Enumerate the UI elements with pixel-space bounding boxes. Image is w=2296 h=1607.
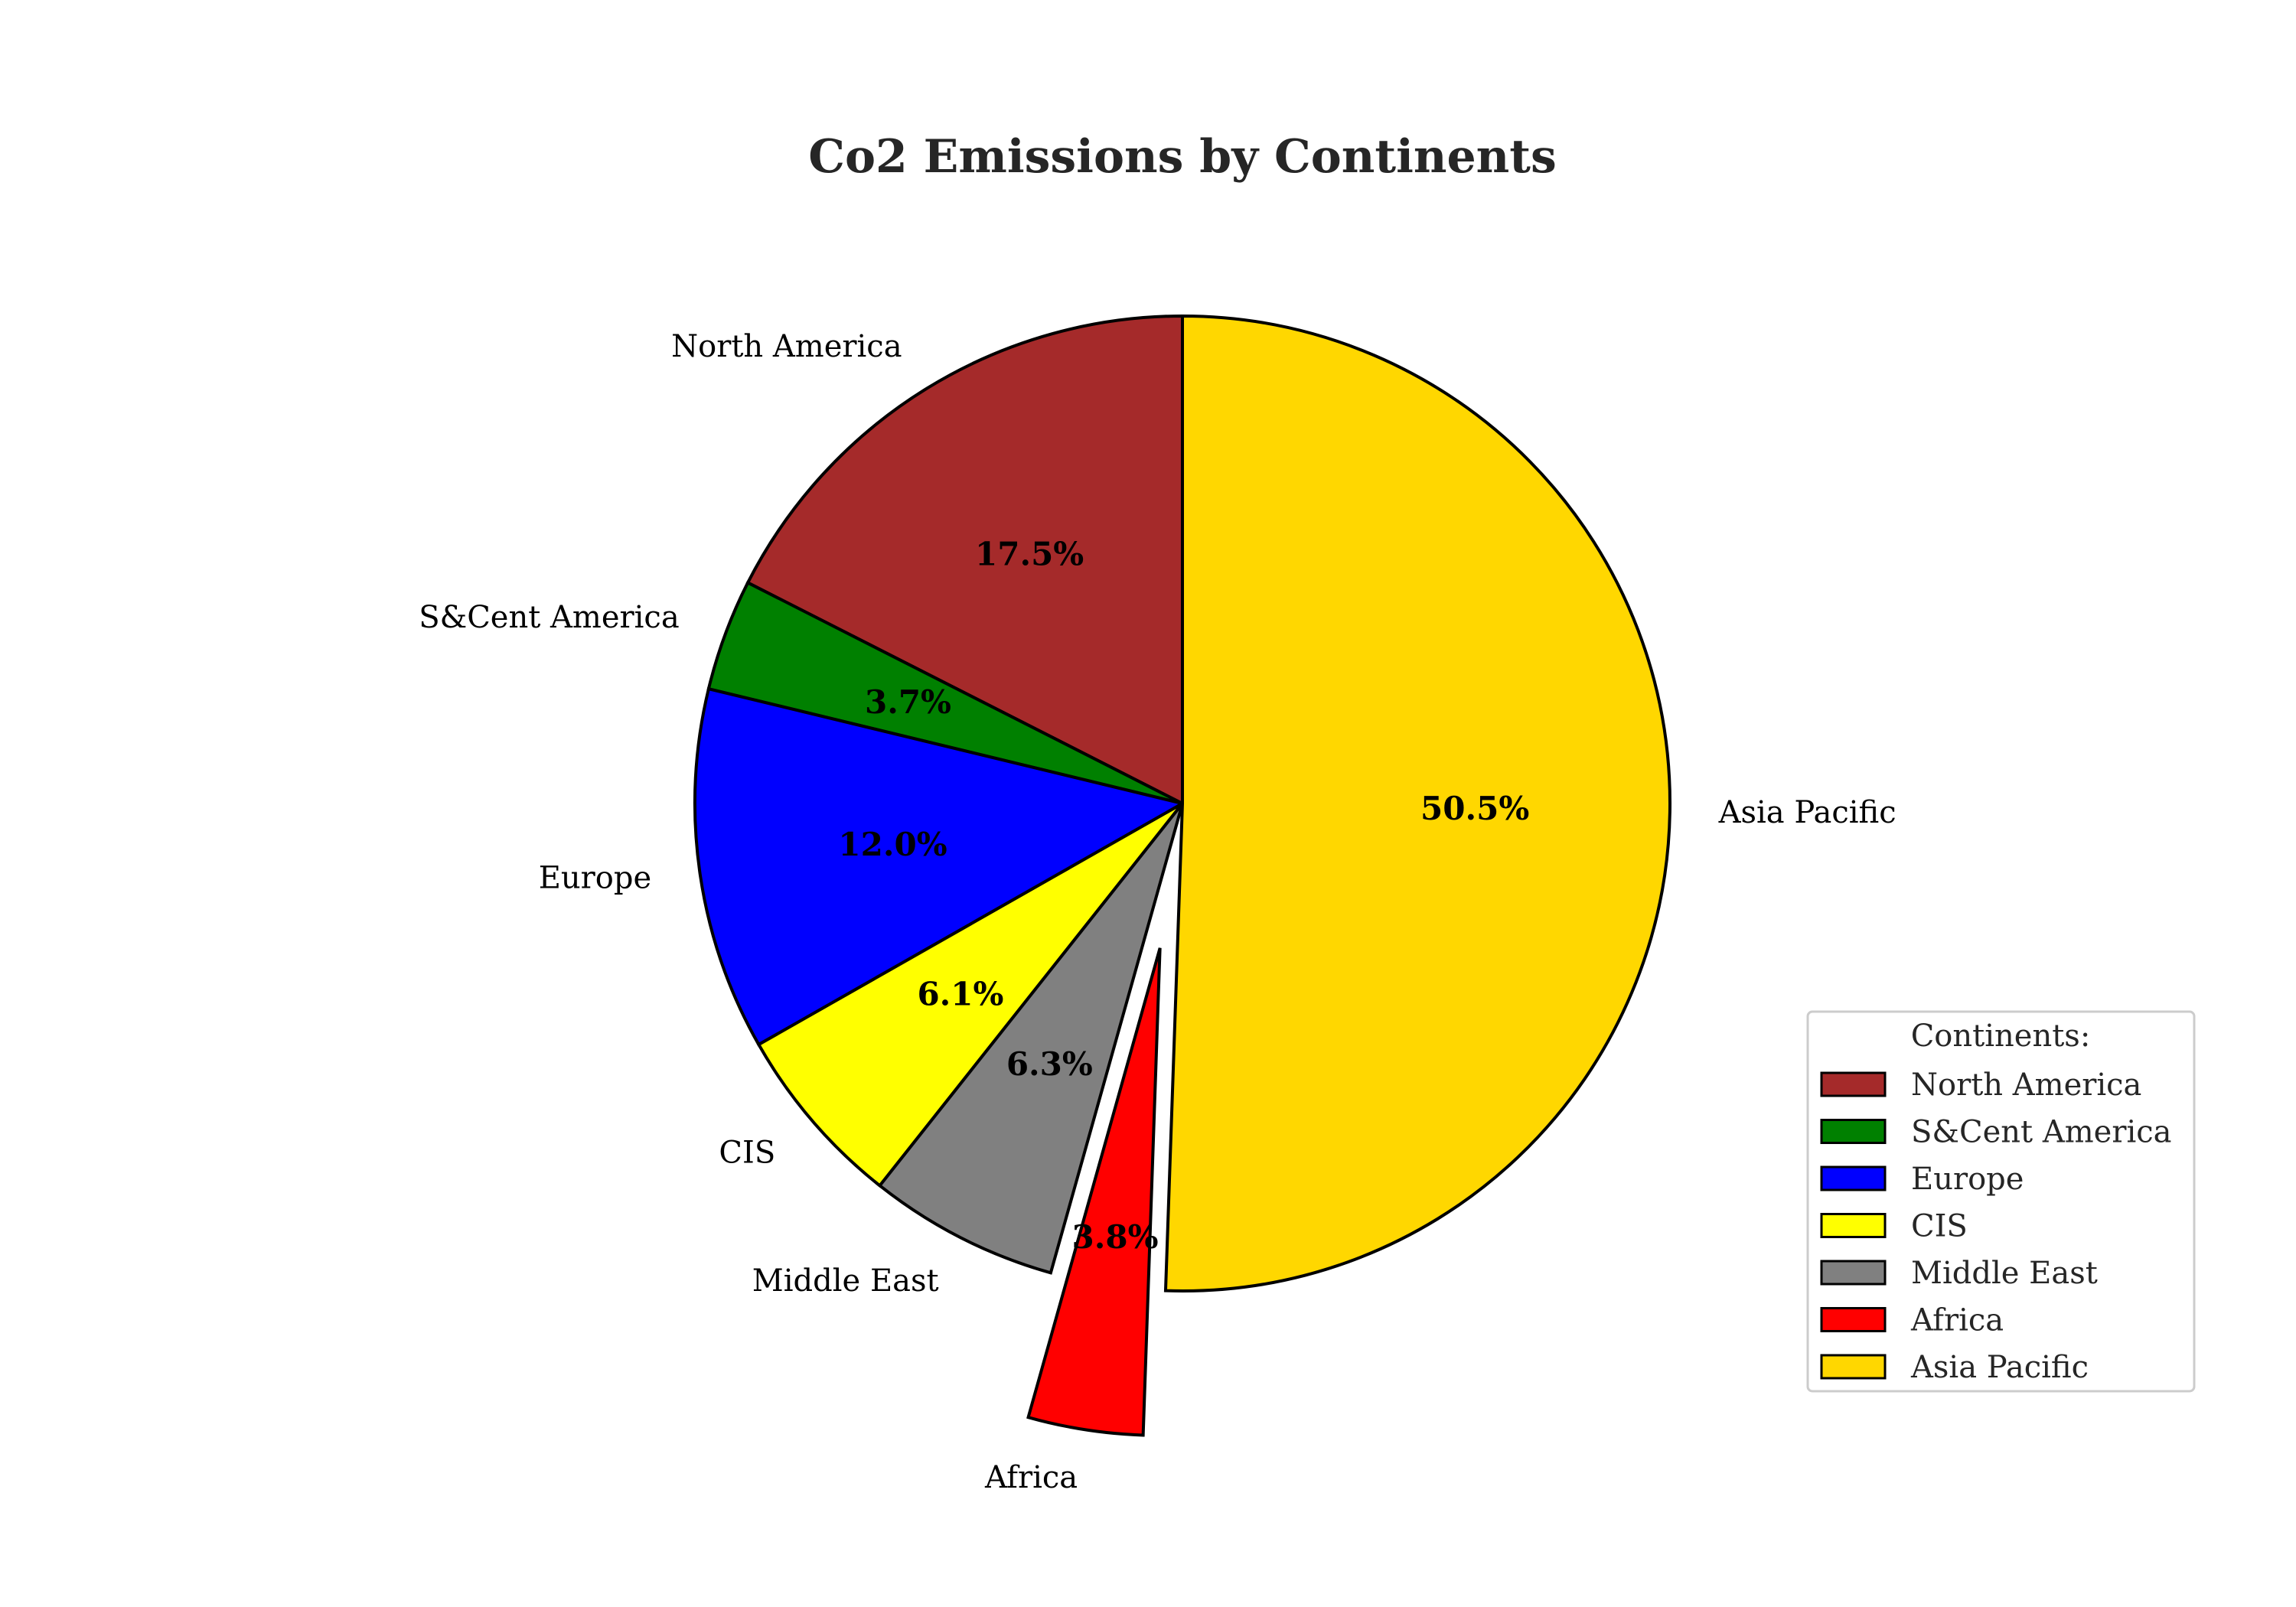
legend-swatch-asia-pacific [1820, 1354, 1887, 1380]
legend-swatch-cis [1820, 1213, 1887, 1238]
legend-items: North America S&Cent America Europe CIS Midd… [1820, 1068, 2172, 1385]
pct-label-north-america: 17.5% [975, 536, 1084, 573]
slice-label-europe: Europe [539, 861, 651, 896]
legend-label-north-america: North America [1911, 1068, 2141, 1103]
slice-label-asia-pacific: Asia Pacific [1718, 795, 1896, 830]
slice-label-middle-east: Middle East [752, 1263, 939, 1299]
pie-slice-cis [756, 802, 1184, 1188]
legend-label-europe: Europe [1911, 1162, 2024, 1197]
slice-label-cis: CIS [719, 1135, 775, 1170]
legend-frame [1806, 1010, 2196, 1393]
slice-label-north-america: North America [671, 329, 902, 364]
pct-label-asia-pacific: 50.5% [1420, 790, 1529, 827]
pie-percent-labels: 17.5% 3.7% 12.0% 6.1%6.3% 3.8% 50.5% [838, 536, 1529, 1256]
legend-swatch-middle-east [1820, 1260, 1887, 1286]
chart-title: Co2 Emissions by Continents [808, 130, 1557, 184]
pie-slice-asia-pacific [1163, 314, 1671, 1292]
legend-swatch-north-america [1820, 1071, 1887, 1097]
legend: Continents: North America S&Cent America E… [1806, 1010, 2196, 1393]
pie-slices [693, 314, 1671, 1437]
legend-label-cis: CIS [1911, 1209, 1968, 1244]
pie-slice-labels: North America S&Cent America Europe CIS Midd… [419, 329, 1896, 1495]
legend-title: Continents: [1911, 1019, 2091, 1054]
pct-label-africa: 3.8% [1072, 1218, 1159, 1256]
pie-slice-north-america [745, 314, 1184, 807]
pie-slice-africa [1026, 947, 1162, 1437]
legend-label-s-cent-america: S&Cent America [1911, 1115, 2172, 1150]
legend-swatch-europe [1820, 1165, 1887, 1191]
legend-label-asia-pacific: Asia Pacific [1910, 1350, 2089, 1385]
legend-swatch-africa [1820, 1307, 1887, 1332]
pct-label-s-cent-america: 3.7% [865, 683, 951, 721]
pie-slice-europe [693, 686, 1187, 1047]
legend-label-middle-east: Middle East [1911, 1256, 2098, 1291]
pct-label-cis: 6.1% [917, 975, 1003, 1012]
pct-label-middle-east: 6.3% [1006, 1045, 1093, 1083]
pct-label-europe: 12.0% [838, 826, 947, 863]
legend-swatch-s-cent-america [1820, 1119, 1887, 1144]
legend-label-africa: Africa [1910, 1303, 2004, 1338]
pie-slice-middle-east [877, 802, 1184, 1275]
slice-label-s-cent-america: S&Cent America [419, 600, 680, 635]
slice-label-africa: Africa [984, 1460, 1078, 1495]
